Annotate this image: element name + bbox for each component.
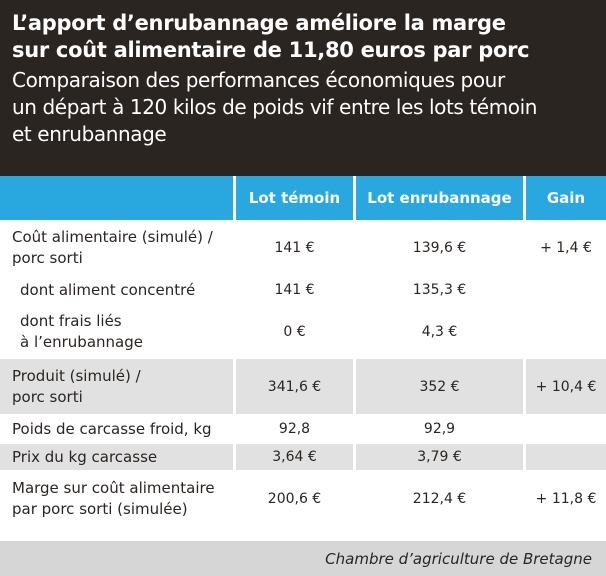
cell-enrubannage: 212,4 € (356, 472, 526, 526)
cell-gain: + 10,4 € (526, 359, 606, 414)
row-label-line: porc sorti (12, 387, 83, 406)
row-label-line: porc sorti (12, 248, 83, 267)
row-label-line: à l’enrubannage (20, 333, 143, 351)
column-header-enrubannage: Lot enrubannage (356, 176, 526, 220)
row-label: Poids de carcasse froid, kg (0, 416, 236, 442)
row-label-line: Prix du kg carcasse (12, 447, 158, 466)
table-row: dont aliment concentré 141 € 135,3 € (0, 275, 606, 307)
page-title: L’apport d’enrubannage améliore la marge… (12, 10, 594, 64)
row-label-line: dont frais liés (20, 312, 122, 330)
cell-enrubannage: 92,9 (356, 416, 526, 442)
cell-temoin: 200,6 € (236, 472, 356, 526)
table-row: Produit (simulé) / porc sorti 341,6 € 35… (0, 359, 606, 416)
cell-temoin: 341,6 € (236, 359, 356, 414)
cell-temoin: 3,64 € (236, 444, 356, 470)
row-label-line: Poids de carcasse froid, kg (12, 419, 212, 438)
table-row: Coût alimentaire (simulé) / porc sorti 1… (0, 222, 606, 275)
cell-enrubannage: 135,3 € (356, 275, 526, 305)
cell-gain (526, 307, 606, 357)
cell-temoin: 141 € (236, 222, 356, 273)
cell-enrubannage: 3,79 € (356, 444, 526, 470)
cell-enrubannage: 139,6 € (356, 222, 526, 273)
row-label: Marge sur coût alimentaire par porc sort… (0, 472, 236, 526)
row-label-line: Coût alimentaire (simulé) / (12, 227, 213, 246)
table-row: Poids de carcasse froid, kg 92,8 92,9 (0, 416, 606, 444)
row-label: dont aliment concentré (0, 275, 236, 305)
cell-gain: + 1,4 € (526, 222, 606, 273)
cell-temoin: 92,8 (236, 416, 356, 442)
row-label-line: Marge sur coût alimentaire (12, 479, 215, 497)
row-label-line: dont aliment concentré (20, 280, 196, 299)
table-row: dont frais liés à l’enrubannage 0 € 4,3 … (0, 307, 606, 359)
row-label: Prix du kg carcasse (0, 444, 236, 470)
cell-enrubannage: 4,3 € (356, 307, 526, 357)
title-line: sur coût alimentaire de 11,80 euros par … (12, 38, 530, 62)
column-header-label (0, 176, 236, 220)
source-footer: Chambre d’agriculture de Bretagne (0, 541, 606, 576)
cell-temoin: 0 € (236, 307, 356, 357)
page-subtitle: Comparaison des performances économiques… (12, 67, 594, 148)
title-line: L’apport d’enrubannage améliore la marge (12, 11, 506, 35)
cell-temoin: 141 € (236, 275, 356, 305)
cell-gain (526, 416, 606, 442)
table-row: Marge sur coût alimentaire par porc sort… (0, 472, 606, 528)
cell-gain (526, 444, 606, 470)
column-header-gain: Gain (526, 176, 606, 220)
subtitle-line: un départ à 120 kilos de poids vif entre… (12, 95, 538, 119)
subtitle-line: et enrubannage (12, 122, 167, 146)
row-label: dont frais liés à l’enrubannage (0, 307, 236, 357)
row-label: Coût alimentaire (simulé) / porc sorti (0, 222, 236, 273)
comparison-table: Lot témoin Lot enrubannage Gain Coût ali… (0, 176, 606, 528)
table-row: Prix du kg carcasse 3,64 € 3,79 € (0, 444, 606, 472)
row-label-line: par porc sorti (simulée) (12, 500, 188, 518)
header-banner: L’apport d’enrubannage améliore la marge… (0, 0, 606, 176)
row-label-line: Produit (simulé) / (12, 366, 141, 385)
subtitle-line: Comparaison des performances économiques… (12, 68, 505, 92)
column-header-temoin: Lot témoin (236, 176, 356, 220)
cell-enrubannage: 352 € (356, 359, 526, 414)
cell-gain (526, 275, 606, 305)
cell-gain: + 11,8 € (526, 472, 606, 526)
row-label: Produit (simulé) / porc sorti (0, 359, 236, 414)
source-credit: Chambre d’agriculture de Bretagne (325, 549, 592, 568)
table-header-row: Lot témoin Lot enrubannage Gain (0, 176, 606, 222)
